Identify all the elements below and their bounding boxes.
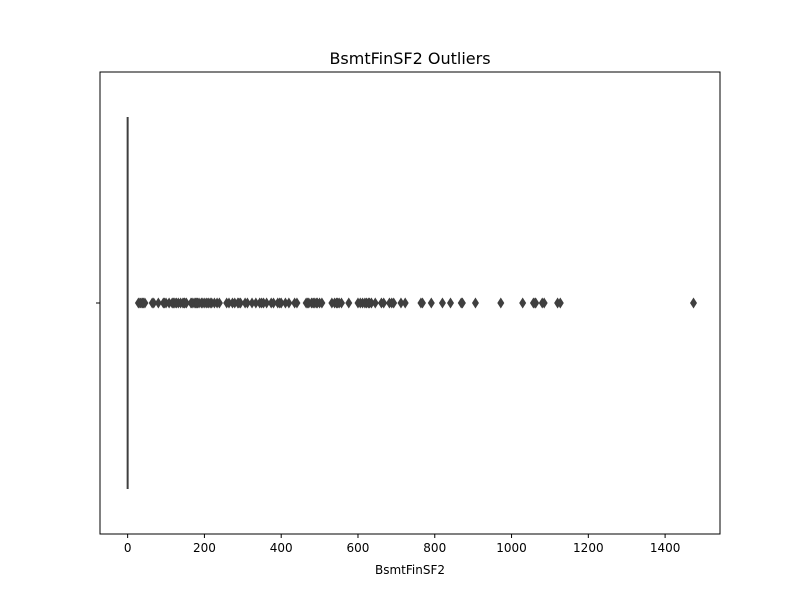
outlier-point xyxy=(556,297,564,309)
outlier-point xyxy=(337,297,345,309)
outlier-point xyxy=(497,297,505,309)
outlier-point xyxy=(248,297,256,309)
x-tick-label: 1200 xyxy=(573,541,604,555)
outlier-point xyxy=(150,297,158,309)
outlier-point xyxy=(532,297,540,309)
outlier-point xyxy=(690,297,698,309)
x-tick-label: 800 xyxy=(423,541,446,555)
chart-title: BsmtFinSF2 Outliers xyxy=(329,49,490,68)
outlier-point xyxy=(285,297,293,309)
outlier-point xyxy=(293,297,301,309)
x-axis: 0 200 400 600 800 1000 1200 1400 xyxy=(124,534,681,555)
outlier-point xyxy=(182,297,190,309)
outlier-point xyxy=(401,297,409,309)
outlier-point xyxy=(380,297,388,309)
outlier-point xyxy=(427,297,435,309)
outlier-point xyxy=(471,297,479,309)
outlier-point xyxy=(447,297,455,309)
outlier-point xyxy=(141,297,149,309)
x-tick-label: 200 xyxy=(193,541,216,555)
outlier-point xyxy=(263,297,271,309)
outlier-point xyxy=(397,297,405,309)
outlier-point xyxy=(519,297,527,309)
outlier-point xyxy=(277,297,285,309)
outlier-point xyxy=(458,297,466,309)
outlier-point xyxy=(237,297,245,309)
outlier-point xyxy=(243,297,251,309)
x-tick-label: 400 xyxy=(270,541,293,555)
x-tick-label: 1000 xyxy=(496,541,527,555)
outlier-point xyxy=(270,297,278,309)
outlier-point xyxy=(367,297,375,309)
x-tick-label: 0 xyxy=(124,541,132,555)
outlier-point xyxy=(252,297,260,309)
outlier-points xyxy=(134,297,698,309)
outlier-point xyxy=(318,297,326,309)
outlier-point xyxy=(215,297,223,309)
outlier-point xyxy=(345,297,353,309)
x-tick-label: 1400 xyxy=(650,541,681,555)
outlier-point xyxy=(371,297,379,309)
outlier-point xyxy=(154,297,162,309)
outlier-point xyxy=(540,297,548,309)
outlier-point xyxy=(390,297,398,309)
outlier-point xyxy=(438,297,446,309)
outlier-point xyxy=(418,297,426,309)
x-axis-label: BsmtFinSF2 xyxy=(375,563,445,577)
x-tick-label: 600 xyxy=(347,541,370,555)
